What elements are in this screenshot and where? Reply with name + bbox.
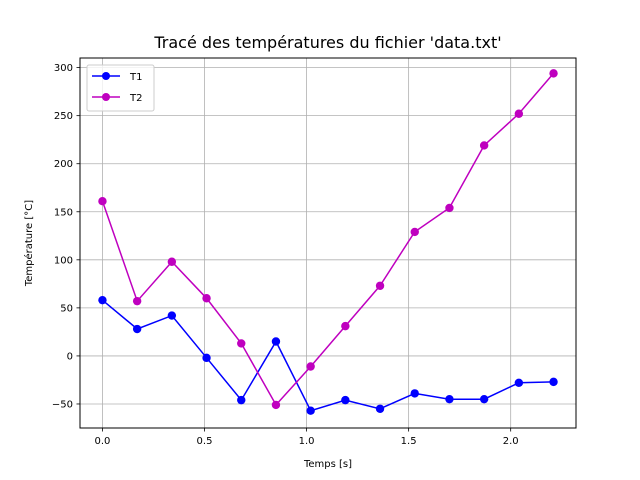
- data-point-t2: [132, 296, 142, 306]
- data-point-t2: [375, 281, 385, 290]
- data-point-t1: [410, 389, 419, 398]
- y-tick-label: 150: [54, 207, 73, 218]
- legend-label-t2: T2: [129, 93, 142, 104]
- data-point-t2: [341, 321, 350, 331]
- data-point-t1: [549, 377, 558, 387]
- legend-box: [86, 64, 155, 112]
- series-line-t2: [101, 72, 555, 407]
- x-tick-label: 0.5: [197, 436, 213, 447]
- y-tick-label: 250: [54, 111, 73, 122]
- data-point-t1: [202, 353, 211, 363]
- data-point-t1: [167, 311, 177, 320]
- y-tick-label: 100: [54, 255, 73, 266]
- y-tick-label: −50: [52, 399, 73, 410]
- y-tick-label: 200: [54, 159, 73, 170]
- x-tick-label: 1.0: [299, 436, 315, 447]
- legend-label-t1: T1: [129, 72, 142, 83]
- data-point-t1: [306, 406, 315, 415]
- legend: T1 T2: [86, 64, 155, 112]
- data-point-t1: [445, 394, 454, 404]
- data-point-t2: [237, 339, 246, 348]
- y-tick-label: 50: [60, 303, 73, 314]
- data-point-t2: [549, 69, 558, 78]
- x-tick-label: 2.0: [503, 436, 519, 447]
- plot-frame: [79, 57, 577, 429]
- data-point-t1: [237, 395, 246, 405]
- data-point-t1: [132, 324, 142, 334]
- y-tick-label: 0: [67, 351, 73, 362]
- chart-title: Tracé des températures du fichier 'data.…: [153, 33, 501, 52]
- grid: [80, 58, 576, 428]
- data-point-t2: [306, 362, 315, 371]
- series-line-t1: [102, 299, 554, 412]
- data-point-t2: [202, 294, 211, 303]
- data-point-t2: [98, 196, 107, 206]
- axis-ticks: 0.0 0.5 1.0 1.5 2.0 −50 0 50 100 150 200 250 300: [52, 63, 519, 447]
- data-point-t2: [445, 203, 454, 213]
- legend-marker-t1: [102, 72, 110, 80]
- y-axis-label: Température [°C]: [23, 200, 35, 287]
- x-axis-label: Temps [s]: [303, 459, 352, 470]
- x-tick-label: 0.0: [94, 436, 110, 447]
- y-tick-label: 300: [54, 63, 73, 74]
- data-point-t1: [514, 378, 524, 388]
- data-point-t1: [98, 295, 107, 305]
- data-point-t1: [375, 404, 385, 413]
- data-point-t2: [479, 141, 489, 150]
- data-point-t2: [514, 109, 524, 118]
- data-point-t2: [410, 227, 419, 237]
- data-point-t1: [271, 337, 281, 346]
- legend-marker-t2: [102, 93, 110, 101]
- data-point-t1: [479, 394, 489, 404]
- data-point-t1: [341, 395, 350, 405]
- data-point-t2: [271, 400, 281, 410]
- data-point-t2: [167, 257, 177, 266]
- plot-series: [98, 69, 558, 415]
- x-tick-label: 1.5: [401, 436, 417, 447]
